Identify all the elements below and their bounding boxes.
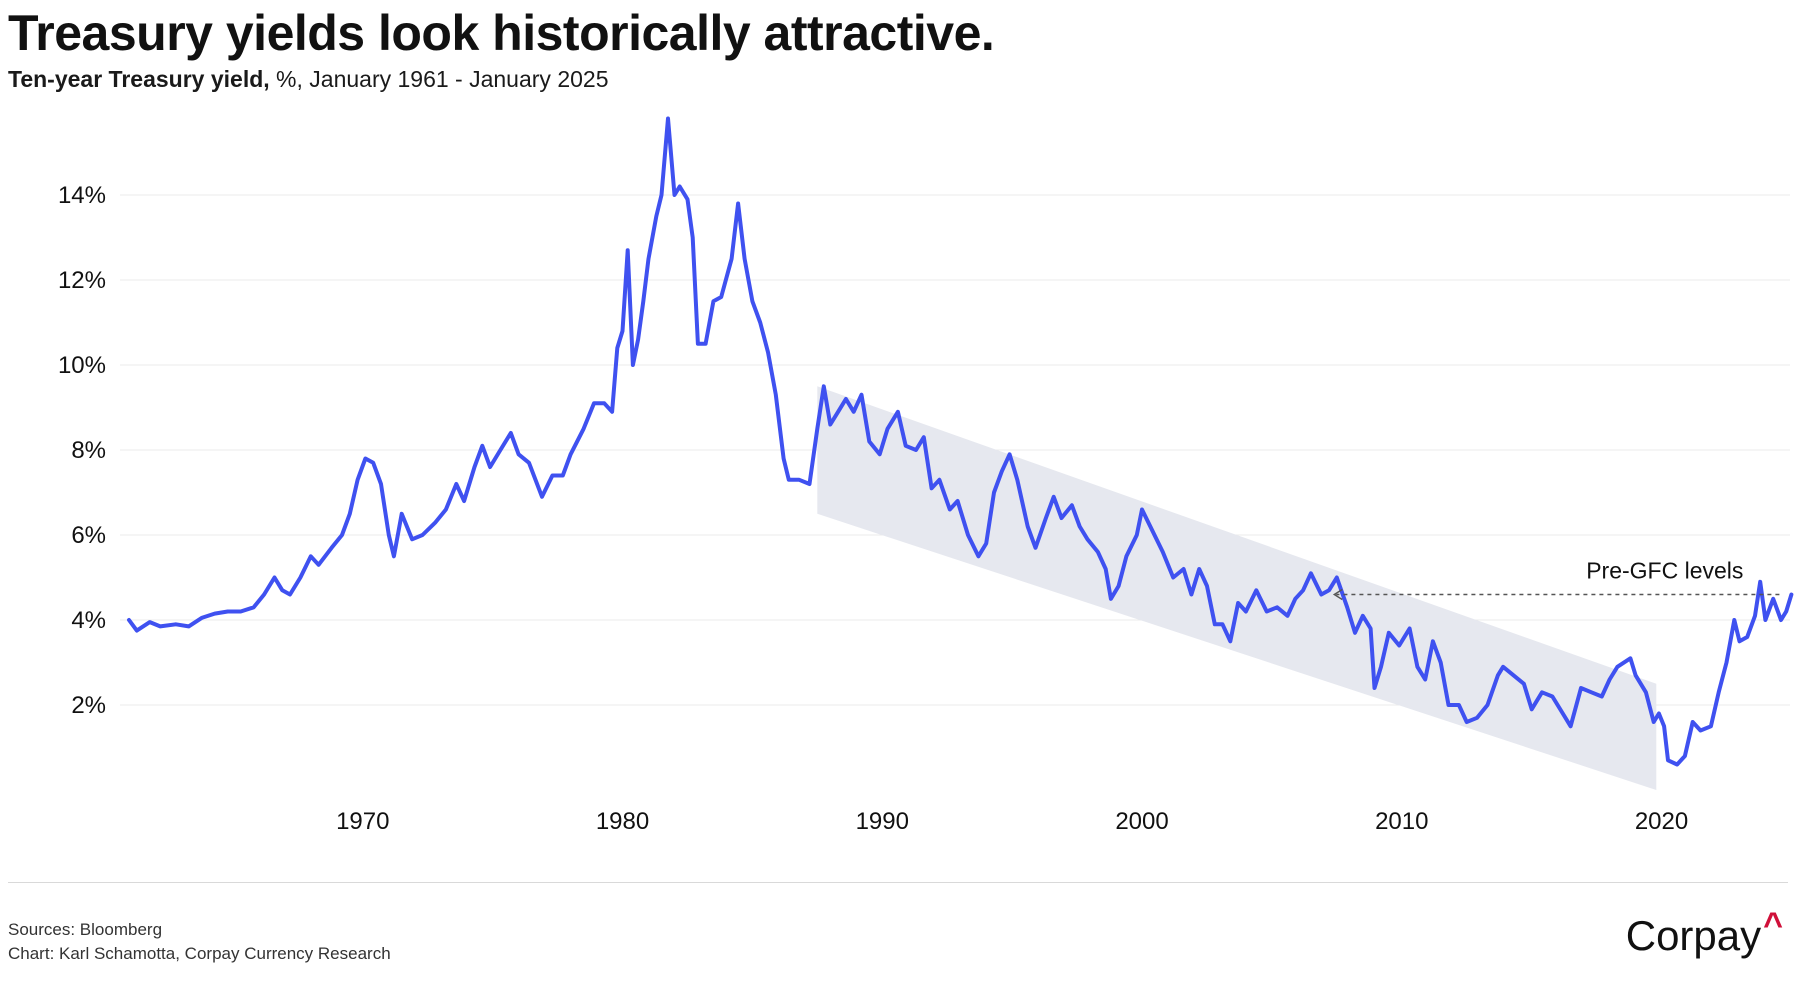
yield-series-line <box>127 116 1794 767</box>
logo-caret: ^ <box>1763 906 1783 944</box>
x-tick-label: 2000 <box>1115 808 1168 835</box>
y-tick-label: 4% <box>71 607 106 634</box>
footer-divider <box>8 882 1788 883</box>
y-tick-label: 12% <box>58 267 106 294</box>
y-axis-ticks: 2% 4% 6% 8% 10% 12% 14% <box>58 182 106 719</box>
y-tick-label: 10% <box>58 352 106 379</box>
pre-gfc-arrowhead <box>1332 588 1343 601</box>
y-tick-label: 6% <box>71 522 106 549</box>
source-line: Sources: Bloomberg <box>8 920 163 939</box>
y-tick-label: 2% <box>71 692 106 719</box>
subtitle-series-name: Ten-year Treasury yield, <box>8 66 270 92</box>
chart-title: Treasury yields look historically attrac… <box>8 5 995 61</box>
credit-line: Chart: Karl Schamotta, Corpay Currency R… <box>8 944 391 963</box>
x-axis-ticks: 1970 1980 1990 2000 2010 2020 <box>336 808 1688 835</box>
x-tick-label: 2020 <box>1635 808 1688 835</box>
x-tick-label: 1980 <box>596 808 649 835</box>
y-tick-label: 14% <box>58 182 106 209</box>
chart-subtitle: Ten-year Treasury yield, %, January 1961… <box>8 66 608 93</box>
corpay-logo: Corpay^ <box>1625 906 1783 960</box>
logo-wordmark: Corpay <box>1625 912 1762 959</box>
x-tick-label: 1970 <box>336 808 389 835</box>
downtrend-band <box>817 386 1657 790</box>
x-tick-label: 1990 <box>856 808 909 835</box>
pre-gfc-label: Pre-GFC levels <box>1586 558 1743 584</box>
y-tick-label: 8% <box>71 437 106 464</box>
line-chart: 2% 4% 6% 8% 10% 12% 14% 1970 1980 1990 2000 2010 20… <box>58 116 1794 835</box>
x-tick-label: 2010 <box>1375 808 1428 835</box>
subtitle-detail: %, January 1961 - January 2025 <box>269 66 609 92</box>
